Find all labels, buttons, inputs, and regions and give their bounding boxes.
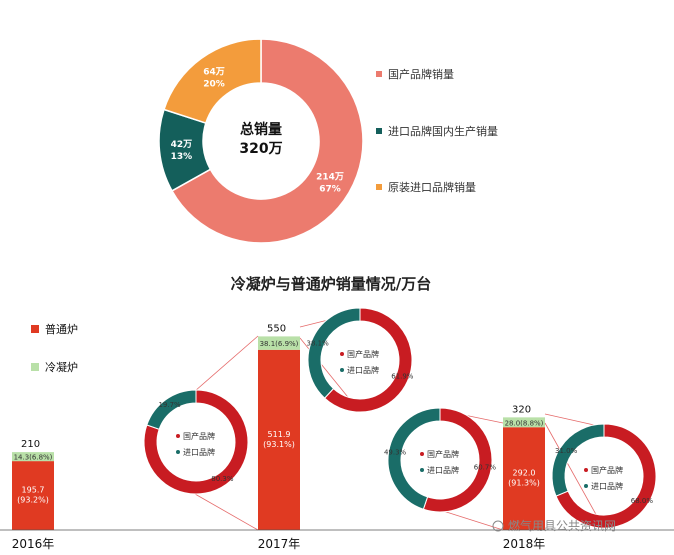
small-donut-2-pct-0: 60.7%: [474, 463, 497, 471]
bar-normal-label-0-0: 195.7: [22, 486, 45, 495]
legend-swatch-imported-original: [376, 184, 382, 190]
total-sales-donut: 214万 67% 42万 13% 64万 20%: [158, 38, 364, 244]
small-donut-1-slice-1: [307, 307, 361, 399]
bar-condensing-0: [12, 452, 54, 462]
bar-total-1: 550: [267, 323, 286, 334]
small-donut-3-pct-1: 31.0%: [555, 447, 578, 455]
legend-swatch-imported-local: [376, 128, 382, 134]
legend-swatch-domestic: [376, 71, 382, 77]
small-donut-1-legend-dot-1: [340, 368, 344, 372]
bar-condensing-2: [503, 417, 545, 428]
legend-label-imported-original: 原装进口品牌销量: [388, 180, 476, 194]
x-tick-label-0: 2016年: [12, 537, 55, 551]
small-donut-2-legend-dot-1: [420, 468, 424, 472]
legend-swatch-condensing: [31, 363, 39, 371]
top-donut-percent-label-0: 67%: [319, 184, 341, 194]
small-donut-0-slice-0: [143, 389, 249, 495]
small-donut-0-legend-dot-0: [176, 434, 180, 438]
watermark: 燃气用具公共资讯网: [492, 518, 616, 533]
top-donut-percent-label-2: 20%: [203, 79, 225, 89]
bar-condensing-label-1: 38.1(6.9%): [260, 340, 299, 348]
small-donut-1-legend-dot-0: [340, 352, 344, 356]
connector-2018-bottom: [439, 509, 504, 531]
small-donut-0-slice-1: [146, 389, 197, 430]
small-donut-3-slice-0: [555, 423, 657, 529]
top-donut-center-title: 总销量: [240, 121, 282, 138]
bar-normal-label-1-0: 511.9: [268, 430, 291, 439]
top-donut-value-label-1: 42万: [171, 139, 193, 150]
bar-legend: 普通炉 冷凝炉: [31, 322, 78, 374]
small-donut-3-legend-label-0: 国产品牌: [591, 465, 623, 475]
wechat-icon: [492, 520, 504, 532]
legend-label-normal: 普通炉: [45, 322, 78, 336]
top-legend: 国产品牌销量 进口品牌国内生产销量 原装进口品牌销量: [376, 67, 498, 194]
small-donut-2-legend-dot-0: [420, 452, 424, 456]
small-donut-1-pct-0: 61.9%: [391, 373, 414, 381]
small-donut-2-pct-1: 49.3%: [384, 449, 407, 457]
bar-normal-label-0-1: (93.2%): [17, 496, 49, 505]
watermark-text: 燃气用具公共资讯网: [508, 518, 616, 533]
top-donut-value-label-2: 64万: [203, 66, 225, 77]
small-donut-1-legend-label-1: 进口品牌: [347, 365, 379, 375]
connector-2018-cond-bottom: [544, 422, 604, 528]
bars-group: 195.7(93.2%) 14.3(6.8%) 210 2016年 511.9(93.1…: [12, 323, 546, 551]
bar-total-2: 320: [512, 404, 531, 415]
legend-label-domestic: 国产品牌销量: [388, 67, 454, 81]
legend-swatch-normal: [31, 325, 39, 333]
top-donut-center-value: 320万: [239, 141, 282, 157]
small-donut-1-legend-label-0: 国产品牌: [347, 349, 379, 359]
small-donut-3-legend-dot-0: [584, 468, 588, 472]
bar-chart-title: 冷凝炉与普通炉销量情况/万台: [231, 275, 431, 293]
bar-condensing-1: [258, 336, 300, 350]
small-donut-0-legend-label-0: 国产品牌: [183, 431, 215, 441]
x-tick-label-1: 2017年: [258, 537, 301, 551]
x-tick-label-2: 2018年: [503, 537, 546, 551]
small-donut-0-legend-label-1: 进口品牌: [183, 447, 215, 457]
legend-label-condensing: 冷凝炉: [45, 360, 78, 374]
connector-2017-top: [194, 335, 259, 392]
top-donut-percent-label-1: 13%: [171, 152, 193, 162]
small-donut-2-legend-label-0: 国产品牌: [427, 449, 459, 459]
top-donut-value-label-0: 214万: [316, 171, 344, 182]
bar-condensing-label-2: 28.0(8.8%): [505, 419, 544, 427]
legend-label-imported-local: 进口品牌国内生产销量: [388, 124, 498, 138]
small-donut-3-slice-1: [551, 423, 605, 497]
small-donut-3-legend-dot-1: [584, 484, 588, 488]
small-donut-2-slice-0: [422, 407, 493, 513]
top-donut-slice-0: [170, 38, 364, 244]
bar-normal-1: [258, 349, 300, 530]
bar-normal-label-2-1: (91.3%): [508, 479, 540, 488]
bar-condensing-label-0: 14.3(6.8%): [14, 454, 53, 462]
bar-normal-label-1-1: (93.1%): [263, 440, 295, 449]
small-donut-0-pct-0: 80.3%: [211, 475, 234, 483]
small-donut-0-legend-dot-1: [176, 450, 180, 454]
small-donut-0-pct-1: 19.7%: [158, 401, 181, 409]
small-donuts-group: 80.3%19.7%国产品牌进口品牌61.9%38.1%国产品牌进口品牌60.7…: [143, 307, 657, 529]
top-donut-slice-2: [163, 38, 262, 125]
small-donut-1-pct-1: 38.1%: [307, 339, 330, 347]
bar-total-0: 210: [21, 439, 40, 450]
bar-normal-0: [12, 461, 54, 530]
small-donut-2-slice-1: [387, 407, 441, 510]
bar-normal-2: [503, 427, 545, 530]
small-donut-3-legend-label-1: 进口品牌: [591, 481, 623, 491]
bar-normal-label-2-0: 292.0: [513, 469, 536, 478]
small-donut-3-pct-0: 68.0%: [631, 497, 654, 505]
small-donut-2-legend-label-1: 进口品牌: [427, 465, 459, 475]
connector-2017-bottom: [194, 493, 259, 531]
